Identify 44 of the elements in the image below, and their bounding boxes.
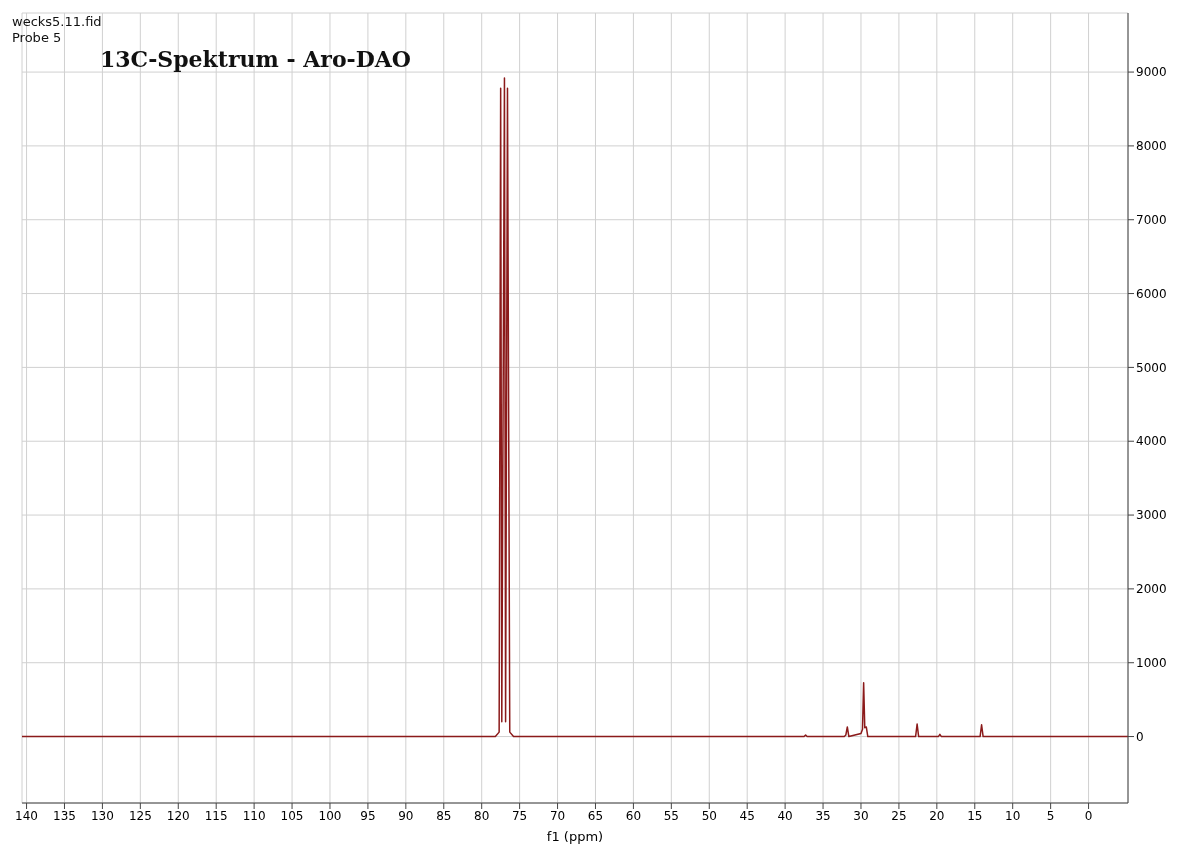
x-axis-title: f1 (ppm)	[546, 829, 604, 844]
x-tick-label: 70	[549, 808, 566, 823]
x-tick-label: 100	[318, 808, 342, 823]
annotation: Probe 5	[12, 30, 63, 46]
x-tick-label: 15	[967, 808, 983, 823]
x-tick-label: 0	[1084, 808, 1093, 823]
x-tick-label: 55	[663, 808, 679, 823]
x-tick-label: 60	[625, 808, 642, 823]
x-tick-label: 5	[1046, 808, 1055, 823]
x-tick-label: 105	[280, 808, 304, 823]
x-tick-label: 85	[436, 808, 452, 823]
x-tick-label: 80	[474, 808, 490, 823]
x-tick-label: 65	[587, 808, 604, 823]
y-tick-label: 8000	[1136, 139, 1167, 154]
x-tick-label: 115	[204, 808, 228, 823]
x-tick-label: 135	[53, 808, 76, 823]
y-tick-label: 6000	[1136, 286, 1167, 301]
y-tick-label: 5000	[1136, 360, 1167, 375]
x-tick-label: 75	[511, 808, 528, 823]
y-tick-label: 9000	[1136, 65, 1167, 80]
x-tick-label: 25	[891, 808, 907, 823]
x-tick-label: 125	[128, 808, 152, 823]
y-tick-label: 1000	[1136, 655, 1167, 670]
x-tick-label: 90	[398, 808, 414, 823]
y-tick-label: 3000	[1136, 508, 1167, 523]
x-tick-label: 130	[90, 808, 114, 823]
x-tick-label: 95	[360, 808, 376, 823]
y-tick-label: 0	[1136, 729, 1144, 744]
x-tick-label: 120	[166, 808, 190, 823]
x-tick-label: 110	[242, 808, 266, 823]
x-tick-label: 30	[853, 808, 869, 823]
x-tick-label: 40	[777, 808, 793, 823]
y-tick-label: 2000	[1136, 582, 1167, 597]
x-tick-label: 50	[701, 808, 717, 823]
x-tick-label: 45	[739, 808, 755, 823]
y-tick-label: 4000	[1136, 434, 1167, 449]
text: 13C-Spektrum - Aro-DAO	[100, 46, 412, 72]
annotation: wecks5.11.fid	[12, 14, 102, 30]
x-tick-label: 20	[929, 808, 945, 823]
x-tick-label: 140	[15, 808, 38, 823]
line-series	[22, 77, 1128, 738]
x-tick-label: 35	[815, 808, 831, 823]
y-tick-label: 7000	[1136, 212, 1167, 227]
x-tick-label: 10	[1005, 808, 1021, 823]
